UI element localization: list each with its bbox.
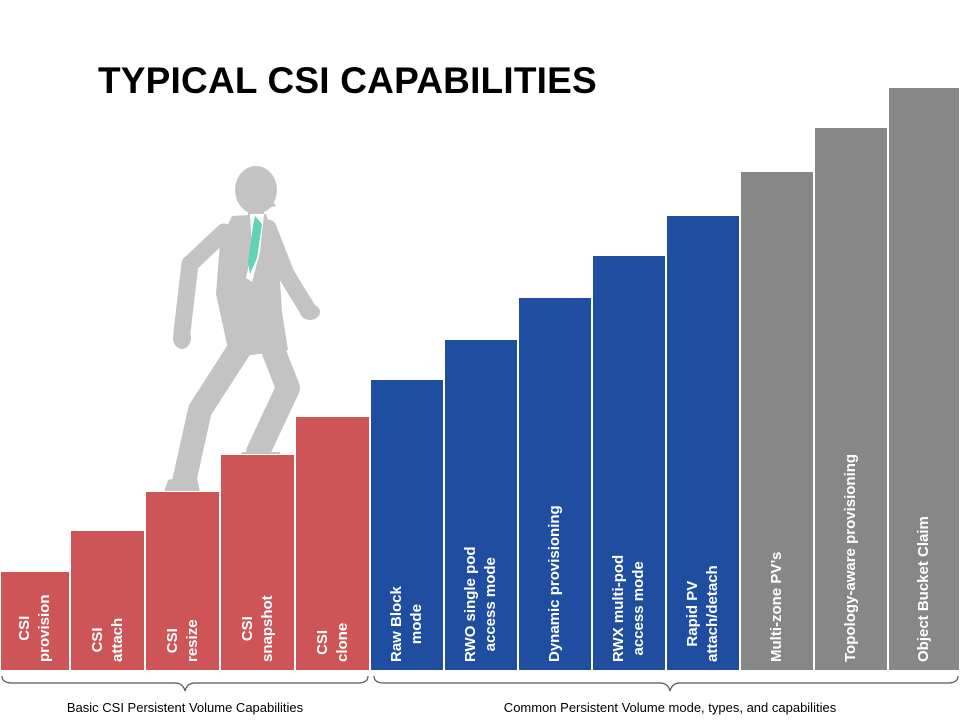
- step-6: Raw Block mode: [370, 379, 444, 671]
- step-8: Dynamic provisioning: [518, 297, 592, 671]
- basic-group-label: Basic CSI Persistent Volume Capabilities: [66, 700, 304, 715]
- step-1: CSI provision: [0, 571, 70, 671]
- step-12: Topology-aware provisioning: [814, 127, 888, 671]
- common-group-brace: [373, 675, 959, 692]
- page-title: TYPICAL CSI CAPABILITIES: [98, 60, 597, 101]
- step-2: CSI attach: [70, 530, 145, 671]
- step-9: RWX multi-pod access mode: [592, 255, 666, 671]
- step-11: Multi-zone PV’s: [740, 171, 814, 671]
- walking-businessman-icon: [164, 166, 320, 492]
- step-5: CSI clone: [295, 416, 370, 671]
- step-3: CSI resize: [145, 491, 220, 671]
- step-10: Rapid PV attach/detach: [666, 215, 740, 671]
- common-group-label: Common Persistent Volume mode, types, an…: [503, 700, 837, 715]
- step-4: CSI snapshot: [220, 454, 295, 671]
- step-7: RWO single pod access mode: [444, 339, 518, 671]
- basic-group-brace: [1, 675, 369, 692]
